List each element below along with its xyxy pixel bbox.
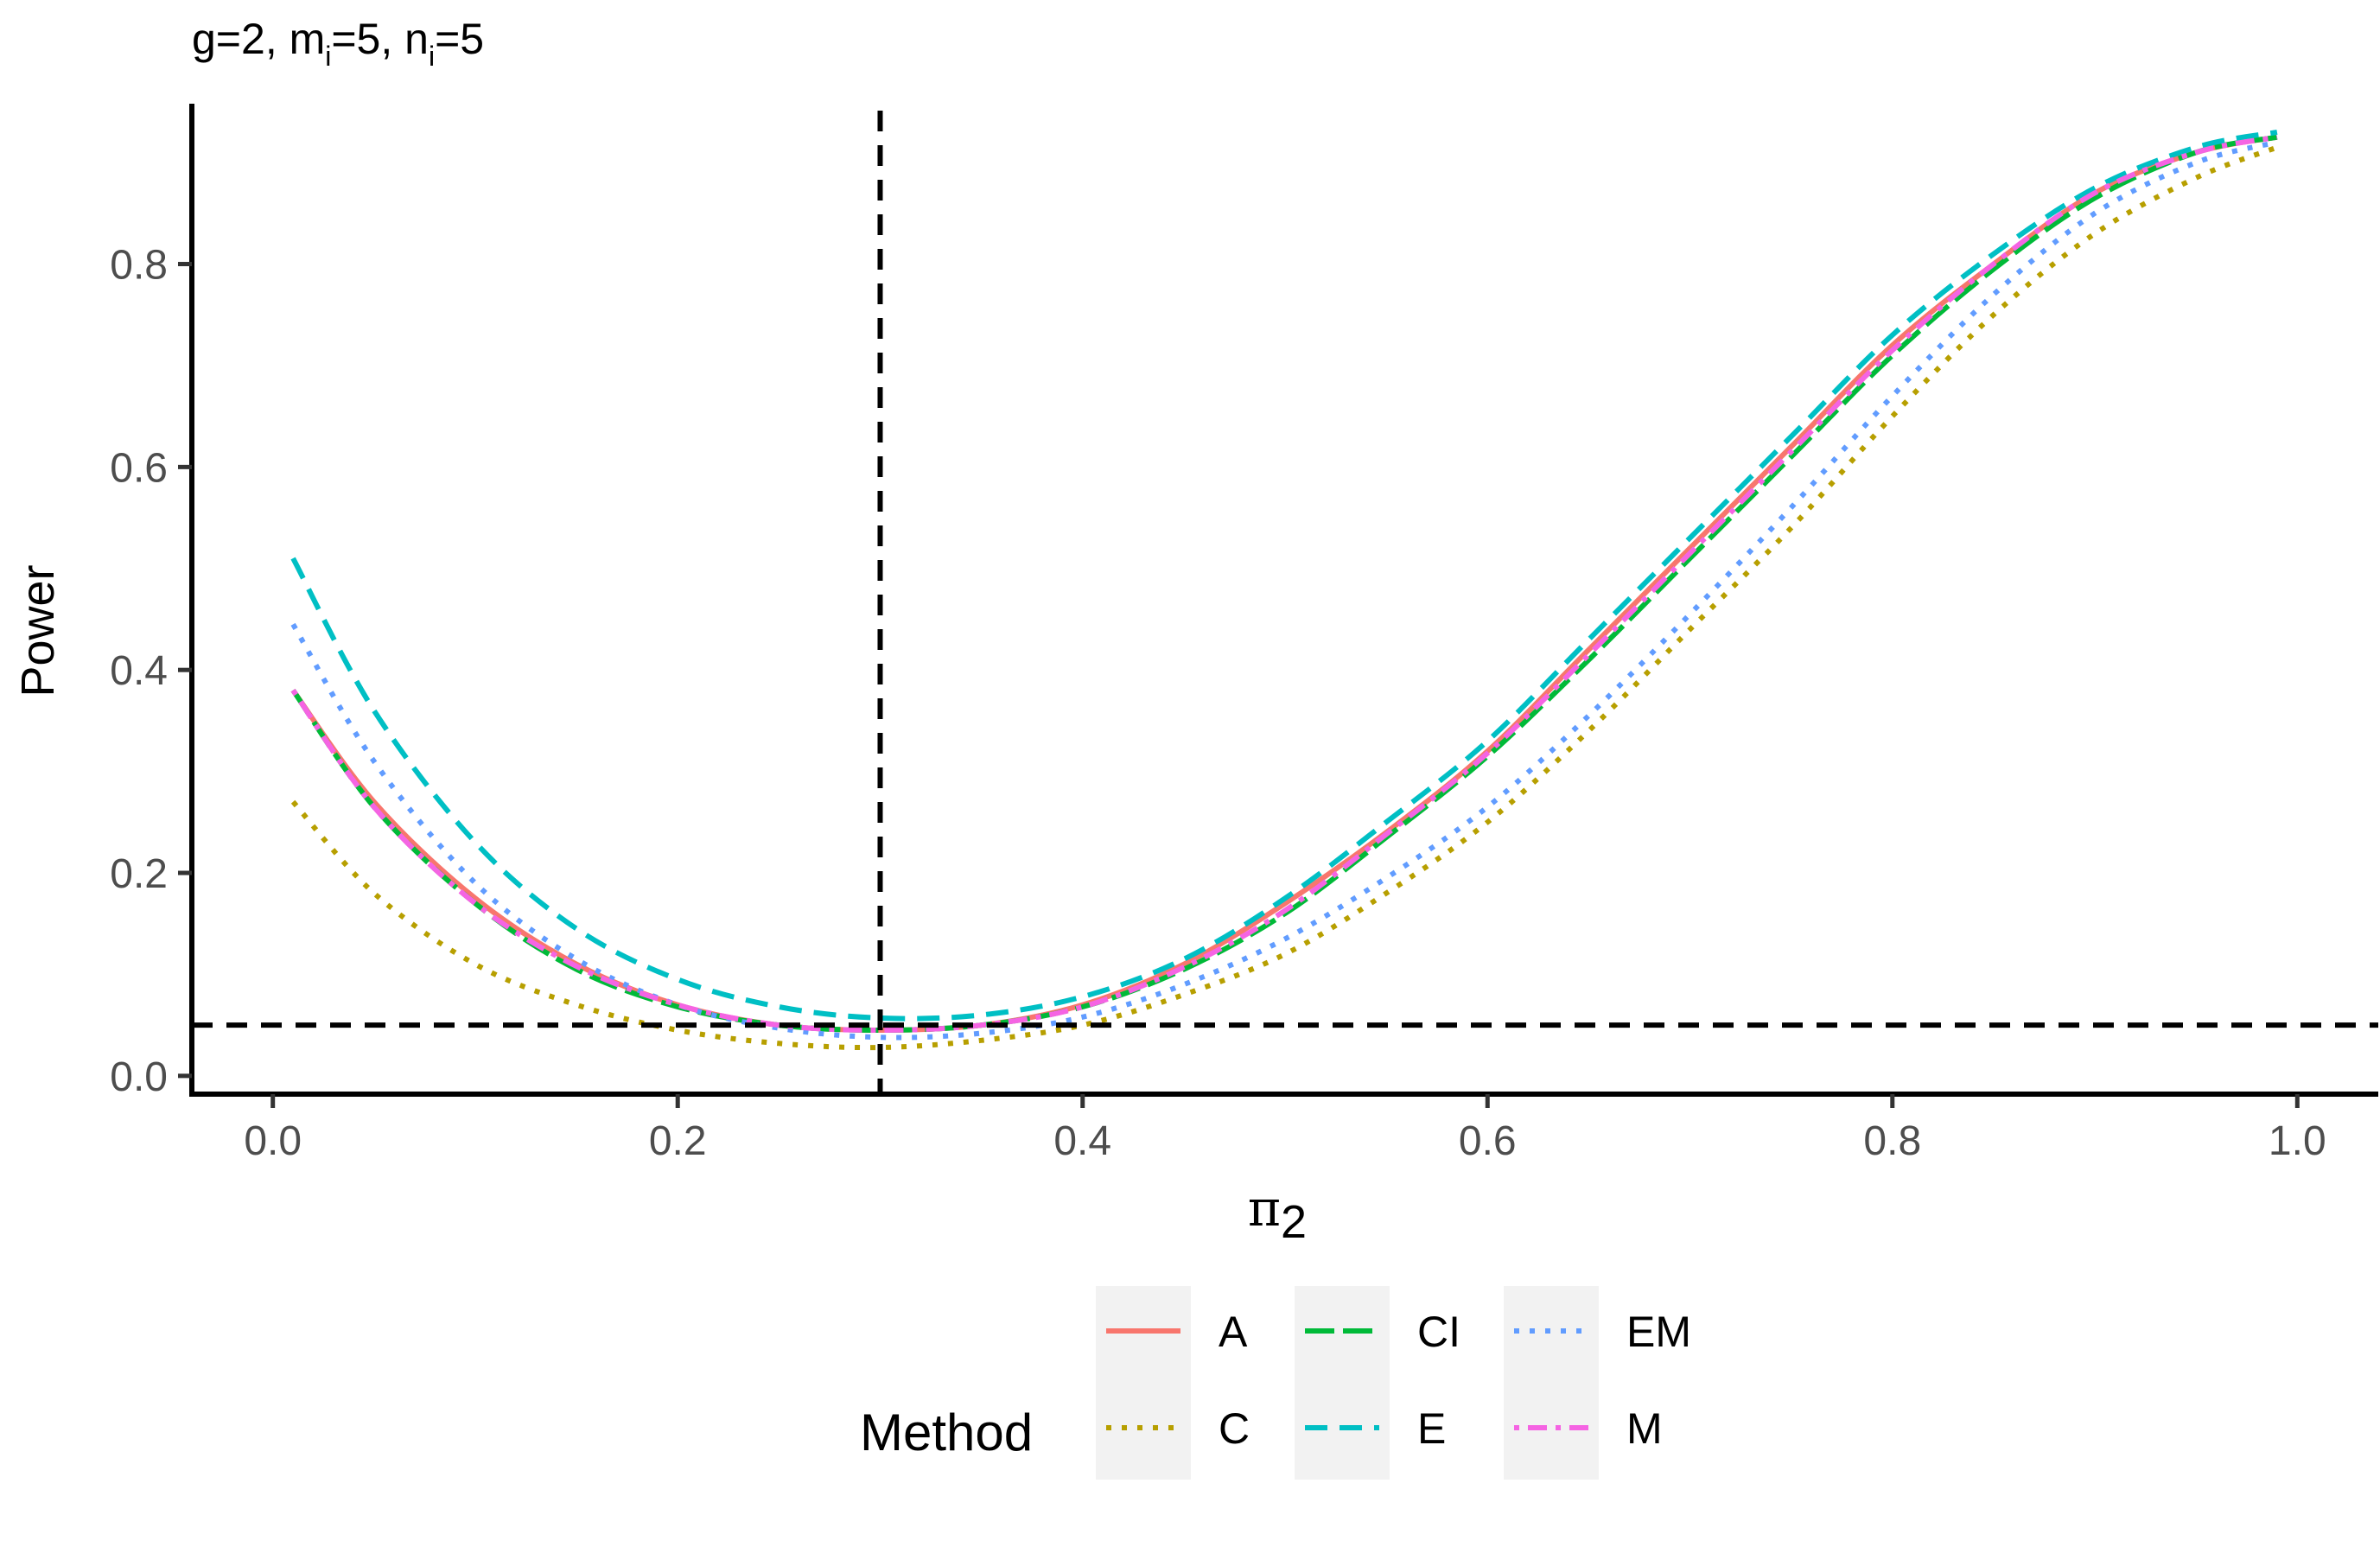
x-tick-label: 0.0	[244, 1118, 302, 1164]
x-tick-label: 0.4	[1053, 1118, 1111, 1164]
legend-label-ci: CI	[1417, 1308, 1460, 1356]
legend-label-c: C	[1219, 1404, 1250, 1453]
legend-key-background	[1504, 1286, 1599, 1480]
y-tick-label: 0.4	[110, 648, 168, 694]
legend-title: Method	[860, 1404, 1033, 1461]
y-tick-label: 0.0	[110, 1054, 168, 1100]
x-axis-title: π2	[1248, 1179, 1307, 1248]
x-tick-label: 0.8	[1863, 1118, 1921, 1164]
legend-label-e: E	[1417, 1404, 1446, 1453]
legend-label-m: M	[1626, 1404, 1663, 1453]
title-prefix: g=2, m	[192, 15, 325, 63]
axes: 0.0 0.2 0.4 0.6 0.8 0.0 0.2 0.4 0.6 0.8 1.0	[110, 104, 2378, 1164]
legend-keys: AC CI E EM M	[1096, 1286, 1691, 1480]
legend-key-background	[1295, 1286, 1390, 1480]
series-line-e	[290, 129, 2278, 1022]
y-axis-title: Power	[12, 564, 64, 697]
x-tick-label: 0.2	[649, 1118, 707, 1164]
x-axis-symbol: π	[1248, 1179, 1281, 1238]
y-tick-label: 0.8	[110, 243, 168, 289]
legend-key-background	[1096, 1286, 1191, 1480]
reference-lines	[192, 111, 2378, 1094]
y-tick-label: 0.6	[110, 445, 168, 491]
y-tick-label: 0.2	[110, 851, 168, 897]
series-line-c	[290, 144, 2278, 1051]
title-sub-n: i	[429, 41, 435, 72]
x-tick-label: 1.0	[2269, 1118, 2326, 1164]
chart-title: g=2, mi=5, ni=5	[192, 15, 484, 72]
series-layer	[290, 129, 2278, 1051]
x-axis-subscript: 2	[1281, 1196, 1307, 1248]
x-tick-label: 0.6	[1459, 1118, 1517, 1164]
title-suffix: =5	[435, 15, 484, 63]
title-sub-m: i	[325, 41, 331, 72]
legend-label-em: EM	[1626, 1308, 1691, 1356]
legend: Method AC CI E EM M	[860, 1286, 1691, 1480]
legend-label-a: A	[1219, 1308, 1248, 1356]
title-mid: =5, n	[331, 15, 429, 63]
